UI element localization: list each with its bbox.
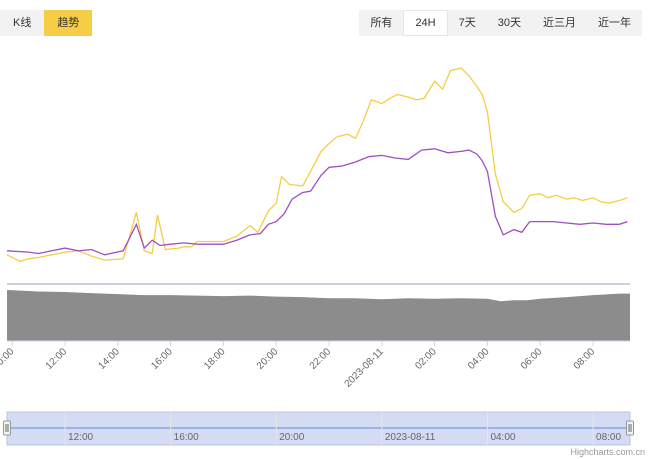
volume-area	[7, 290, 630, 341]
range-3m-button[interactable]: 近三月	[543, 17, 576, 29]
navigator-tick-label: 08:00	[596, 432, 621, 443]
x-tick-label: 10:00	[0, 346, 17, 372]
range-all-button[interactable]: 所有	[370, 17, 393, 29]
navigator-tick-label: 12:00	[68, 432, 93, 443]
x-tick-label: 02:00	[413, 346, 439, 372]
range-7d-button[interactable]: 7天	[458, 17, 476, 29]
navigator: 12:00 16:00 20:00 2023-08-11 04:00 08:00	[3, 411, 634, 446]
tab-kline[interactable]: K线	[0, 10, 45, 36]
x-axis-ticks: 10:00 12:00 14:00 16:00 18:00 20:00 22:00 2023-…	[0, 341, 597, 390]
volume-series	[7, 290, 630, 341]
range-1y-button[interactable]: 近一年	[598, 17, 631, 29]
x-tick-label: 22:00	[308, 346, 334, 372]
x-tick-label: 18:00	[202, 346, 228, 372]
series-line-1[interactable]	[6, 67, 628, 263]
x-tick-label: 12:00	[44, 346, 70, 372]
navigator-tick-label: 16:00	[174, 432, 199, 443]
tab-trend[interactable]: 趋势	[44, 10, 93, 36]
x-tick-label: 16:00	[149, 346, 175, 372]
navigator-tick-label: 04:00	[490, 432, 515, 443]
chart-credit[interactable]: Highcharts.com.cn	[570, 447, 645, 457]
range-30d-button[interactable]: 30天	[497, 17, 521, 29]
x-tick-label: 08:00	[572, 346, 598, 372]
navigator-handle-right[interactable]	[626, 420, 634, 436]
navigator-tick-label: 20:00	[279, 432, 304, 443]
x-tick-label: 06:00	[519, 346, 545, 372]
x-tick-label: 2023-08-11	[343, 346, 387, 390]
x-tick-label: 14:00	[97, 346, 123, 372]
series-line-2[interactable]	[6, 148, 628, 256]
navigator-handle-left[interactable]	[3, 420, 11, 436]
range-selector: 所有 24H 7天 30天 近三月 近一年	[359, 10, 642, 36]
price-lines	[6, 67, 628, 263]
navigator-tick-label: 2023-08-11	[385, 432, 436, 443]
range-24h-button[interactable]: 24H	[403, 10, 448, 36]
chart-type-tabs: K线 趋势	[0, 10, 93, 36]
x-tick-label: 04:00	[466, 346, 492, 372]
x-tick-label: 20:00	[255, 346, 281, 372]
